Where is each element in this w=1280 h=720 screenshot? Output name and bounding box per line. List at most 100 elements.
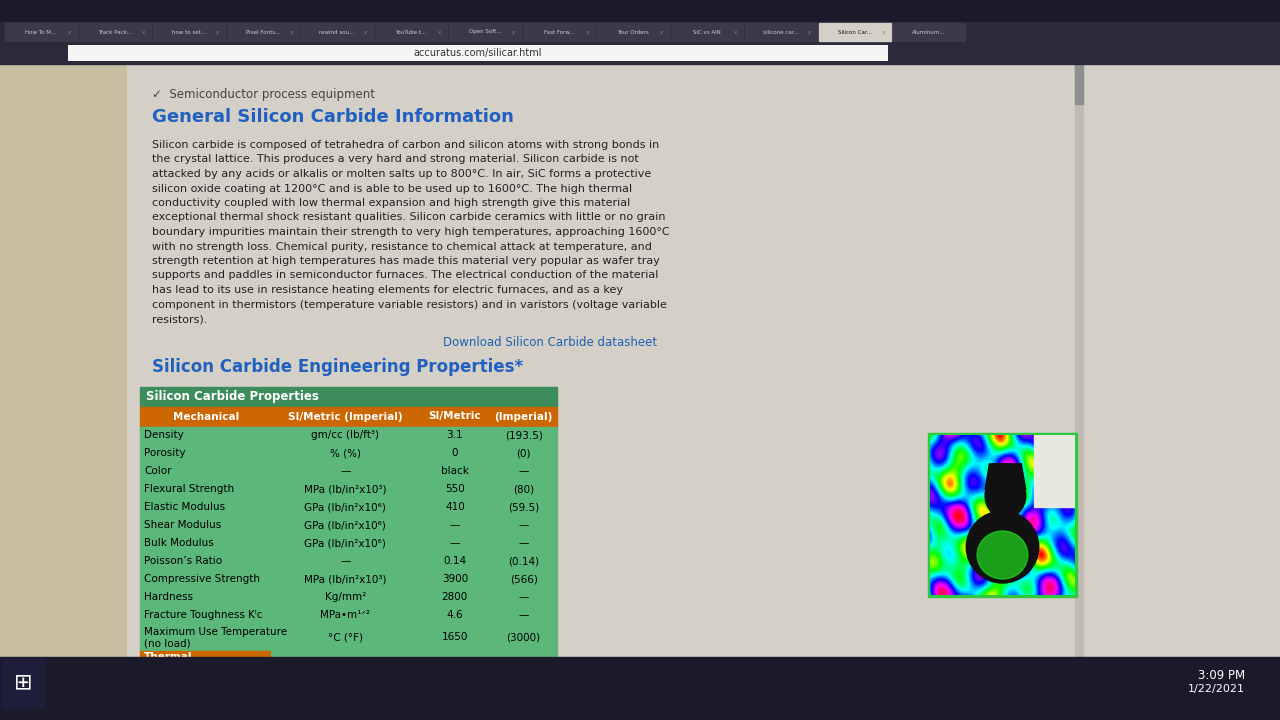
Bar	[140, 480, 271, 498]
Bar	[140, 570, 271, 588]
Bar	[490, 480, 557, 498]
Text: MPa (lb/in²x10³): MPa (lb/in²x10³)	[305, 485, 387, 495]
Text: GPa (lb/in²x10⁶): GPa (lb/in²x10⁶)	[305, 503, 387, 513]
Text: the crystal lattice. This produces a very hard and strong material. Silicon carb: the crystal lattice. This produces a ver…	[152, 155, 639, 164]
Text: x: x	[882, 30, 884, 35]
Bar	[490, 407, 557, 426]
Bar	[490, 650, 557, 665]
Text: YouTube t...: YouTube t...	[396, 30, 426, 35]
Text: x: x	[438, 30, 440, 35]
Bar	[490, 534, 557, 552]
Bar	[140, 552, 271, 570]
Text: % (%): % (%)	[330, 449, 361, 459]
Text: Color: Color	[143, 467, 172, 477]
Text: silicon oxide coating at 1200°C and is able to be used up to 1600°C. The high th: silicon oxide coating at 1200°C and is a…	[152, 184, 632, 194]
Text: (80): (80)	[513, 485, 534, 495]
Text: (0): (0)	[516, 449, 531, 459]
Text: —: —	[449, 521, 460, 531]
Bar	[420, 498, 490, 516]
Text: ⊞: ⊞	[14, 673, 32, 693]
Text: —: —	[518, 539, 529, 549]
Bar	[5, 23, 77, 41]
Bar	[140, 650, 271, 665]
Text: Porosity: Porosity	[143, 449, 186, 459]
Text: —: —	[340, 467, 351, 477]
Text: MPa•m¹ᐟ²: MPa•m¹ᐟ²	[320, 611, 370, 621]
Text: x: x	[68, 30, 70, 35]
Text: —: —	[340, 557, 351, 567]
Bar	[271, 606, 420, 624]
Bar	[140, 444, 271, 462]
Bar	[490, 444, 557, 462]
Polygon shape	[986, 464, 1025, 490]
Bar	[271, 650, 420, 665]
Bar	[271, 552, 420, 570]
Bar	[3, 658, 44, 708]
Bar	[420, 534, 490, 552]
Text: gm/cc (lb/ft³): gm/cc (lb/ft³)	[311, 431, 379, 441]
Bar	[140, 407, 271, 426]
Bar	[745, 23, 817, 41]
Text: General Silicon Carbide Information: General Silicon Carbide Information	[152, 108, 513, 126]
Text: x: x	[289, 30, 293, 35]
Bar	[271, 480, 420, 498]
Bar	[490, 570, 557, 588]
Text: —: —	[518, 611, 529, 621]
Bar	[271, 498, 420, 516]
Text: attacked by any acids or alkalis or molten salts up to 800°C. In air, SiC forms : attacked by any acids or alkalis or molt…	[152, 169, 652, 179]
Bar	[140, 498, 271, 516]
Text: Track Pack...: Track Pack...	[97, 30, 132, 35]
Text: GPa (lb/in²x10⁶): GPa (lb/in²x10⁶)	[305, 539, 387, 549]
Text: (566): (566)	[509, 575, 538, 585]
Bar	[1075, 64, 1083, 104]
Bar	[490, 624, 557, 650]
Bar	[271, 407, 420, 426]
Text: 1650: 1650	[442, 632, 468, 642]
Bar	[271, 462, 420, 480]
Text: 4.6: 4.6	[447, 611, 463, 621]
Ellipse shape	[966, 511, 1039, 583]
Bar	[490, 606, 557, 624]
Bar	[68, 45, 888, 61]
Ellipse shape	[977, 531, 1028, 579]
Bar	[271, 570, 420, 588]
Bar	[140, 444, 271, 462]
Text: Pixel Fonts...: Pixel Fonts...	[246, 30, 280, 35]
Bar	[140, 498, 271, 516]
Bar	[893, 23, 965, 41]
Bar	[140, 462, 271, 480]
Text: (0.14): (0.14)	[508, 557, 539, 567]
Bar	[490, 552, 557, 570]
Bar	[140, 624, 271, 650]
Bar	[490, 426, 557, 444]
Bar	[420, 624, 490, 650]
Bar	[490, 534, 557, 552]
Text: has lead to its use in resistance heating elements for electric furnaces, and as: has lead to its use in resistance heatin…	[152, 285, 623, 295]
Bar	[140, 588, 271, 606]
Text: boundary impurities maintain their strength to very high temperatures, approachi: boundary impurities maintain their stren…	[152, 227, 669, 237]
Text: Density: Density	[143, 431, 184, 441]
Bar	[490, 444, 557, 462]
Text: supports and paddles in semiconductor furnaces. The electrical conduction of the: supports and paddles in semiconductor fu…	[152, 271, 658, 281]
Text: MPa (lb/in²x10³): MPa (lb/in²x10³)	[305, 575, 387, 585]
Bar	[140, 516, 271, 534]
Bar	[375, 23, 447, 41]
Text: 3:09 PM: 3:09 PM	[1198, 669, 1245, 682]
Bar	[490, 606, 557, 624]
Bar	[127, 64, 947, 657]
Text: x: x	[512, 30, 515, 35]
Bar	[0, 42, 1280, 64]
Bar	[420, 552, 490, 570]
Text: Download Silicon Carbide datasheet: Download Silicon Carbide datasheet	[443, 336, 657, 349]
Bar	[140, 426, 271, 444]
Text: 410: 410	[445, 503, 465, 513]
Text: Compressive Strength: Compressive Strength	[143, 575, 260, 585]
Text: —: —	[449, 539, 460, 549]
Text: x: x	[585, 30, 589, 35]
Bar	[420, 444, 490, 462]
Bar	[490, 588, 557, 606]
Bar	[271, 498, 420, 516]
Bar	[420, 606, 490, 624]
Bar	[271, 516, 420, 534]
Text: 1/22/2021: 1/22/2021	[1188, 684, 1245, 694]
